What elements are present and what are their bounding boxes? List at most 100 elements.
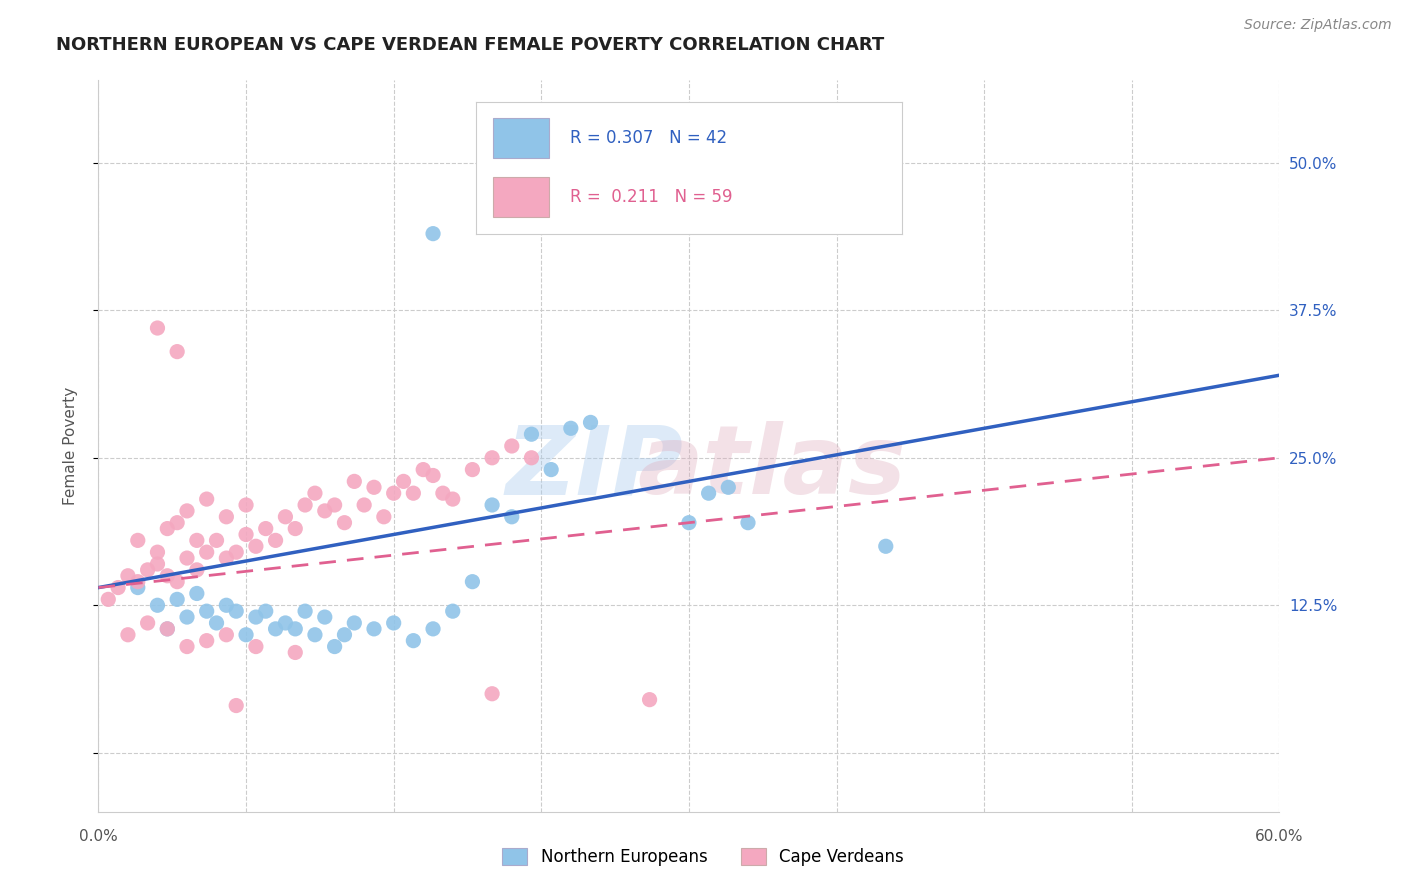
Point: [127, 581, 149, 595]
Point: [156, 622, 179, 636]
Point: [294, 604, 316, 618]
Point: [343, 615, 366, 630]
Point: [333, 516, 356, 530]
Point: [186, 533, 208, 548]
Point: [146, 557, 169, 571]
Point: [441, 604, 464, 618]
Point: [107, 581, 129, 595]
Point: [304, 486, 326, 500]
Point: [156, 622, 179, 636]
Point: [717, 480, 740, 494]
Y-axis label: Female Poverty: Female Poverty: [63, 387, 77, 505]
Point: [520, 427, 543, 442]
Text: NORTHERN EUROPEAN VS CAPE VERDEAN FEMALE POVERTY CORRELATION CHART: NORTHERN EUROPEAN VS CAPE VERDEAN FEMALE…: [56, 36, 884, 54]
Text: 0.0%: 0.0%: [79, 830, 118, 845]
Point: [678, 516, 700, 530]
Point: [186, 563, 208, 577]
Point: [481, 450, 503, 465]
Point: [235, 498, 257, 512]
Point: [117, 568, 139, 582]
Point: [294, 498, 316, 512]
Point: [314, 504, 336, 518]
Point: [697, 486, 720, 500]
Point: [215, 509, 238, 524]
Point: [284, 622, 307, 636]
Point: [540, 462, 562, 476]
Point: [274, 509, 297, 524]
Point: [136, 563, 159, 577]
Point: [235, 628, 257, 642]
Point: [402, 633, 425, 648]
Point: [432, 486, 454, 500]
Text: Source: ZipAtlas.com: Source: ZipAtlas.com: [1244, 18, 1392, 32]
Point: [481, 498, 503, 512]
Point: [195, 492, 218, 507]
Point: [501, 509, 523, 524]
Point: [481, 215, 503, 229]
Point: [205, 615, 228, 630]
Point: [166, 344, 188, 359]
Point: [254, 522, 277, 536]
Point: [205, 533, 228, 548]
Point: [422, 227, 444, 241]
Point: [146, 599, 169, 613]
Text: atlas: atlas: [637, 421, 905, 515]
Point: [264, 533, 287, 548]
Point: [422, 622, 444, 636]
Point: [284, 645, 307, 659]
Point: [579, 416, 602, 430]
Point: [599, 202, 621, 217]
Point: [638, 692, 661, 706]
Point: [560, 421, 582, 435]
Point: [254, 604, 277, 618]
Point: [176, 640, 198, 654]
Point: [166, 592, 188, 607]
Point: [314, 610, 336, 624]
Point: [382, 615, 405, 630]
Point: [382, 486, 405, 500]
Point: [373, 509, 395, 524]
Point: [501, 439, 523, 453]
Point: [176, 504, 198, 518]
Point: [245, 539, 267, 553]
Point: [156, 522, 179, 536]
Point: [166, 574, 188, 589]
Point: [323, 640, 346, 654]
Point: [225, 698, 247, 713]
Point: [353, 498, 375, 512]
Text: ZIP: ZIP: [506, 421, 683, 515]
Point: [333, 628, 356, 642]
Point: [441, 492, 464, 507]
Point: [186, 586, 208, 600]
Point: [481, 687, 503, 701]
Point: [146, 545, 169, 559]
Point: [176, 551, 198, 566]
Point: [215, 599, 238, 613]
Legend: Northern Europeans, Cape Verdeans: Northern Europeans, Cape Verdeans: [494, 840, 912, 875]
Point: [304, 628, 326, 642]
Point: [166, 516, 188, 530]
Point: [737, 516, 759, 530]
Point: [245, 640, 267, 654]
Point: [215, 628, 238, 642]
Point: [343, 475, 366, 489]
Point: [363, 622, 385, 636]
Point: [195, 545, 218, 559]
Point: [461, 574, 484, 589]
Point: [412, 462, 434, 476]
Point: [195, 633, 218, 648]
Point: [127, 533, 149, 548]
Point: [422, 468, 444, 483]
Point: [264, 622, 287, 636]
Point: [195, 604, 218, 618]
Point: [225, 604, 247, 618]
Point: [245, 610, 267, 624]
Point: [235, 527, 257, 541]
Point: [215, 551, 238, 566]
Point: [127, 574, 149, 589]
Point: [136, 615, 159, 630]
Point: [225, 545, 247, 559]
Text: 60.0%: 60.0%: [1256, 830, 1303, 845]
Point: [392, 475, 415, 489]
Point: [461, 462, 484, 476]
